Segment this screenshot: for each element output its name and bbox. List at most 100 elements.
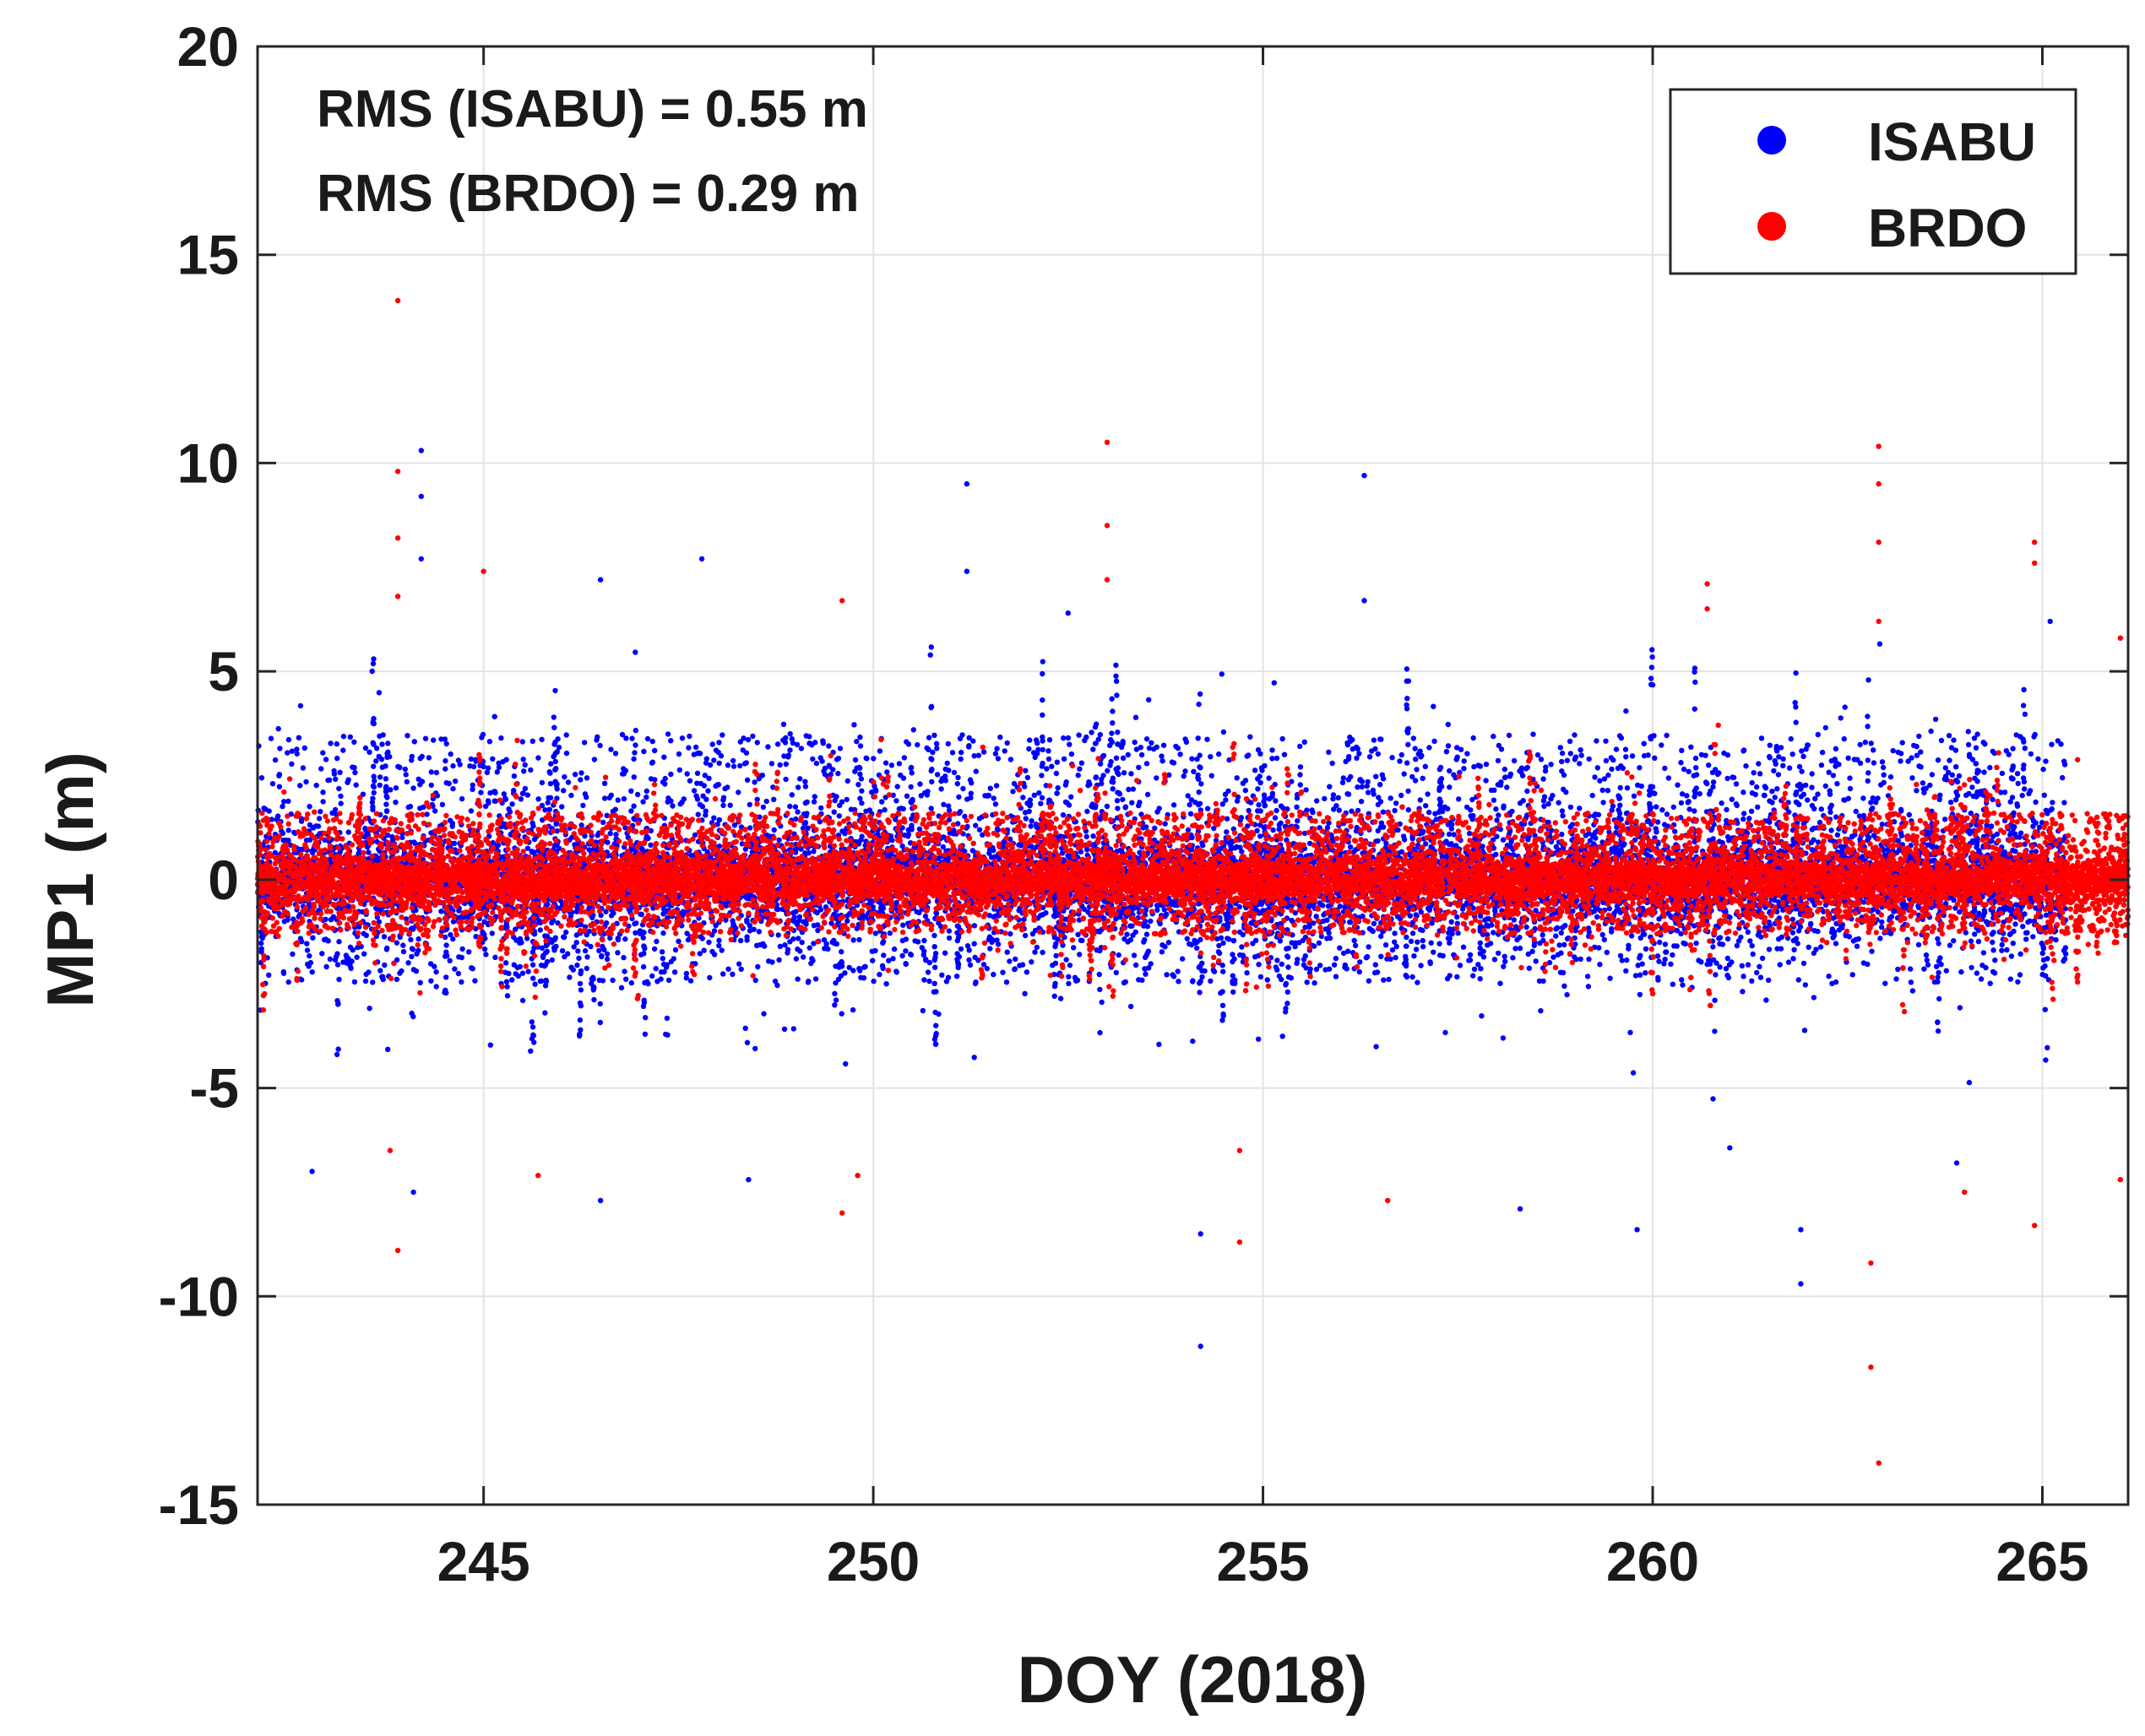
data-point (373, 758, 379, 764)
data-point (782, 942, 788, 948)
data-point (1120, 755, 1127, 761)
data-point (891, 946, 898, 952)
data-point (1826, 974, 1832, 979)
data-point (443, 974, 449, 980)
data-point (1678, 930, 1684, 937)
data-point (1775, 772, 1782, 778)
data-point (1879, 759, 1886, 765)
data-point (466, 949, 472, 955)
data-point (1162, 821, 1168, 827)
data-point (1483, 778, 1489, 784)
data-point (1523, 924, 1529, 930)
data-point (2023, 936, 2029, 942)
data-point (1431, 703, 1436, 709)
data-point (353, 782, 359, 788)
data-point (1257, 833, 1263, 839)
data-point (2040, 943, 2046, 950)
data-point (1137, 800, 1143, 806)
data-point (1765, 977, 1772, 984)
data-point (1841, 735, 1847, 742)
data-point (1190, 1038, 1196, 1044)
data-point (1420, 775, 1425, 781)
data-point (1670, 981, 1676, 987)
data-point (410, 785, 416, 791)
data-point (1494, 817, 1500, 823)
data-point (1044, 766, 1050, 772)
data-point (1865, 770, 1871, 776)
data-point (1170, 802, 1177, 808)
data-point (1303, 787, 1309, 793)
data-point (427, 961, 434, 967)
data-point (269, 781, 276, 787)
data-point (261, 806, 267, 811)
data-point (1373, 773, 1379, 779)
data-point (1269, 747, 1275, 753)
data-point (1412, 746, 1418, 751)
data-point (1512, 946, 1518, 952)
data-point (1601, 776, 1608, 782)
data-point (489, 930, 495, 936)
data-point (1160, 742, 1167, 748)
data-point (1795, 977, 1801, 983)
data-point (915, 741, 920, 748)
data-point (578, 770, 584, 776)
data-point (1357, 959, 1363, 965)
data-point (1470, 973, 1476, 979)
data-point (997, 734, 1003, 741)
data-point (1727, 1145, 1733, 1151)
data-point (1077, 766, 1083, 772)
data-point (285, 736, 292, 743)
data-point (1333, 955, 1339, 962)
data-point (411, 739, 417, 745)
data-point (1333, 974, 1339, 979)
data-point (855, 782, 861, 788)
data-point (1534, 751, 1541, 758)
data-point (400, 948, 407, 955)
data-point (268, 735, 274, 741)
data-point (653, 965, 659, 972)
data-point (661, 754, 667, 760)
data-point (654, 938, 660, 945)
data-point (1828, 757, 1834, 764)
data-point (1762, 784, 1768, 789)
data-point (795, 784, 801, 790)
data-point (1908, 966, 1914, 972)
data-point (752, 1045, 758, 1052)
data-point (1373, 1044, 1379, 1050)
data-point (1686, 806, 1692, 812)
data-point (945, 741, 952, 747)
data-point (1587, 838, 1594, 844)
data-point (1100, 773, 1106, 778)
data-point (1642, 931, 1648, 937)
data-point (1071, 945, 1077, 951)
data-point (844, 796, 850, 803)
data-point (837, 746, 844, 751)
data-point (1003, 979, 1010, 985)
data-point (1351, 937, 1357, 944)
data-point (877, 971, 882, 978)
data-point (1279, 961, 1285, 968)
data-point (1921, 966, 1927, 972)
data-point (720, 802, 726, 809)
data-point (1750, 951, 1756, 958)
data-point (1936, 796, 1942, 803)
data-point (1013, 956, 1018, 963)
data-point (1024, 774, 1031, 781)
data-point (1143, 931, 1150, 937)
data-point (737, 937, 744, 944)
data-point (1110, 786, 1116, 792)
data-point (1789, 751, 1795, 757)
data-point (1767, 798, 1773, 804)
data-point (443, 766, 448, 772)
data-point (1788, 735, 1794, 742)
data-point (797, 776, 803, 782)
data-point (908, 951, 914, 958)
data-point (301, 745, 307, 751)
data-point (1830, 773, 1837, 778)
data-point (1392, 939, 1398, 945)
data-point (622, 936, 628, 942)
data-point (320, 789, 326, 795)
data-point (1259, 768, 1265, 773)
data-point (1740, 789, 1746, 795)
data-point (1433, 816, 1439, 822)
